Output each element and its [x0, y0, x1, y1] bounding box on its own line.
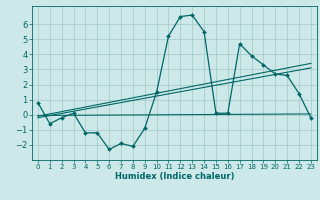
X-axis label: Humidex (Indice chaleur): Humidex (Indice chaleur) [115, 172, 234, 181]
